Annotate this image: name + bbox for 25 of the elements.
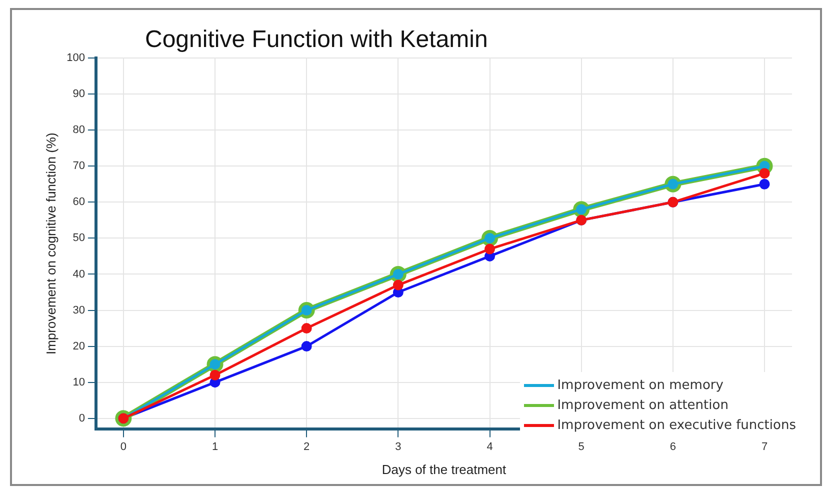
y-tick-label: 60: [72, 196, 85, 208]
y-tick-label: 70: [72, 160, 85, 172]
y-tick-label: 30: [72, 304, 85, 316]
x-tick-label: 5: [578, 440, 584, 453]
x-tick-label: 0: [120, 440, 126, 453]
y-tick-label: 20: [72, 340, 85, 352]
chart-title: Cognitive Function with Ketamin: [145, 26, 488, 54]
legend-label: Improvement on memory: [557, 378, 724, 392]
x-tick-label: 3: [395, 440, 402, 453]
x-tick-label: 6: [670, 440, 676, 453]
x-tick-label: 7: [761, 440, 768, 453]
x-axis-title: Days of the treatment: [382, 462, 507, 477]
legend-label: Improvement on executive functions: [557, 418, 796, 432]
y-tick-label: 50: [72, 232, 85, 244]
y-tick-label: 100: [66, 52, 85, 64]
y-tick-label: 40: [72, 268, 85, 280]
x-tick-label: 4: [486, 440, 493, 453]
y-axis-title: Improvement on cognitive function (%): [43, 132, 58, 355]
y-tick-label: 10: [72, 376, 85, 388]
legend-label: Improvement on attention: [557, 398, 728, 412]
x-tick-label: 2: [304, 440, 310, 453]
x-tick-label: 1: [212, 440, 218, 453]
y-tick-label: 0: [78, 412, 85, 424]
y-tick-label: 80: [72, 124, 85, 136]
y-tick-label: 90: [72, 88, 85, 100]
